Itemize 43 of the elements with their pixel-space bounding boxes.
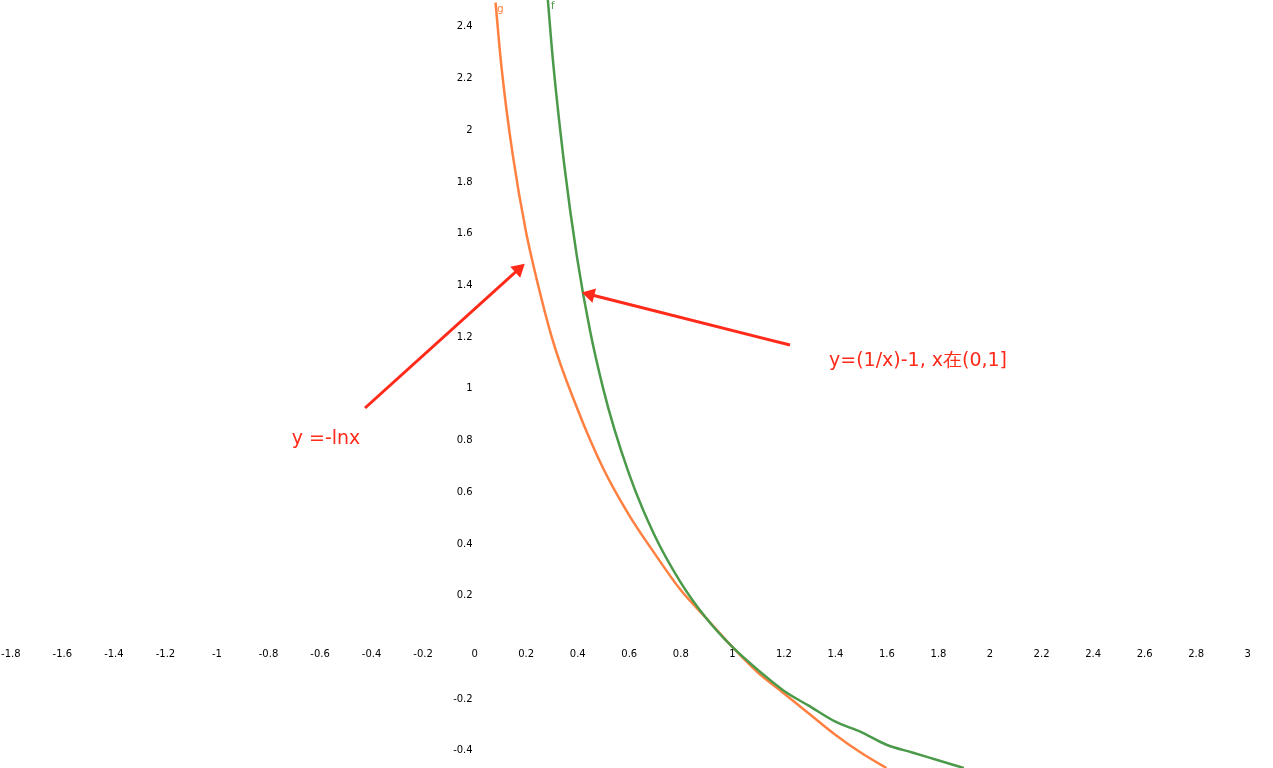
x-tick-label: 1.8 xyxy=(930,647,947,659)
x-tick-label: -1.6 xyxy=(52,647,73,659)
x-tick-label: -0.4 xyxy=(361,647,382,659)
series-label: g xyxy=(497,2,504,14)
x-tick-label: -1.4 xyxy=(104,647,124,659)
y-tick-label: 0.8 xyxy=(456,434,473,446)
x-tick-label: 2.2 xyxy=(1033,647,1050,659)
annotation: y =-lnx xyxy=(291,426,361,448)
y-tick-label: 1.4 xyxy=(456,278,473,290)
x-tick-label: 0.2 xyxy=(518,647,535,659)
x-tick-label: 1.2 xyxy=(775,647,792,659)
y-tick-label: 2.4 xyxy=(456,20,473,32)
y-tick-label: 1.6 xyxy=(456,227,473,239)
x-tick-label: 0.8 xyxy=(672,647,689,659)
x-tick-label: -0.8 xyxy=(258,647,279,659)
x-tick-label: -0.6 xyxy=(310,647,330,659)
x-tick-label: 1 xyxy=(729,647,736,659)
y-tick-label: 1.2 xyxy=(456,330,473,342)
x-tick-label: 2.4 xyxy=(1085,647,1102,659)
x-tick-label: 0.4 xyxy=(569,647,586,659)
y-tick-label: 1 xyxy=(466,382,473,394)
x-tick-label: -1 xyxy=(211,647,222,659)
x-tick-label: 2.6 xyxy=(1136,647,1153,659)
y-tick-label: 0.6 xyxy=(456,485,473,497)
x-tick-label: 0.6 xyxy=(621,647,638,659)
x-tick-label: 1.6 xyxy=(879,647,895,659)
x-tick-label: -0.2 xyxy=(413,647,433,659)
y-tick-label: -0.4 xyxy=(453,744,473,756)
y-tick-label: 1.8 xyxy=(456,175,473,187)
y-tick-label: 0.2 xyxy=(456,589,473,601)
x-tick-label: 1.4 xyxy=(827,647,844,659)
x-tick-label: 0 xyxy=(471,647,478,659)
x-tick-label: -1.8 xyxy=(1,647,21,659)
y-tick-label: -0.2 xyxy=(453,692,473,704)
x-tick-label: 2.8 xyxy=(1188,647,1205,659)
x-tick-label: 3 xyxy=(1244,647,1251,659)
annotation: y=(1/x)-1, x在(0,1] xyxy=(828,348,1008,370)
series-label: f xyxy=(551,0,556,11)
y-tick-label: 0.4 xyxy=(456,537,473,549)
x-tick-label: 2 xyxy=(986,647,994,659)
y-tick-label: 2 xyxy=(466,123,473,135)
x-tick-label: -1.2 xyxy=(155,647,176,659)
y-tick-label: 2.2 xyxy=(456,72,473,84)
